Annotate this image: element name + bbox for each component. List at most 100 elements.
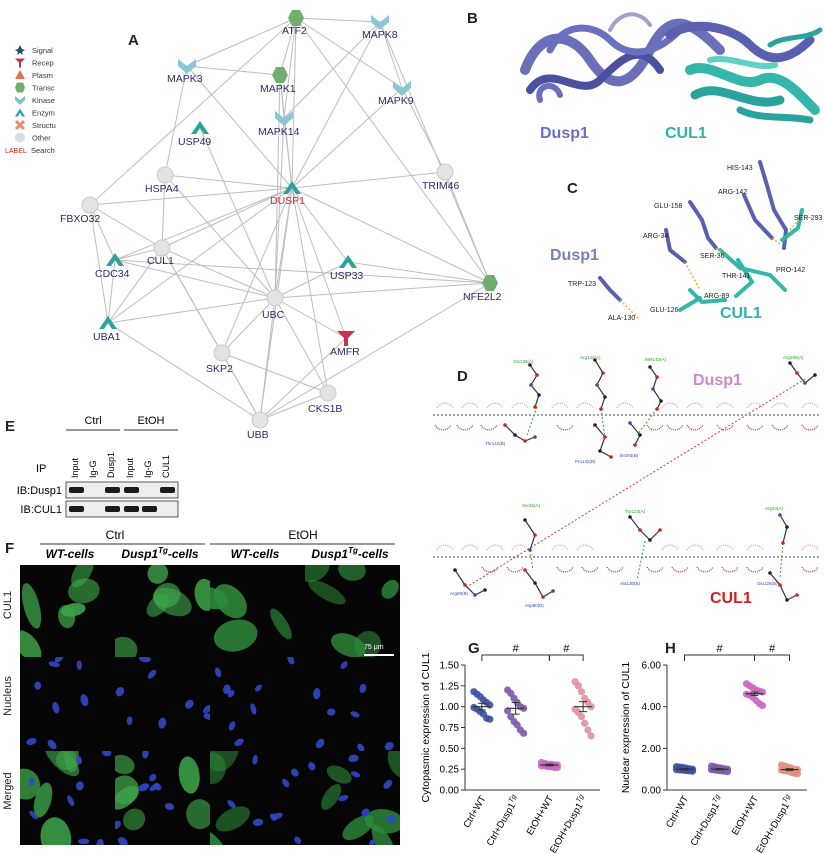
significance-mark: # [716,643,723,655]
network-node-label: UBB [247,429,269,441]
node-arch-icon [106,253,124,266]
hydrophobic-arc [661,544,679,551]
cell-body [387,751,400,778]
nucleus-spot [77,838,90,845]
network-edge [114,259,491,284]
node-circle-icon [436,163,454,181]
panel-a-letter: A [128,32,139,49]
x-tick-base: Ctrl+WT [664,794,691,830]
network-edge [199,127,276,299]
x-tick-base: Ctrl+Dusp1 [485,801,518,848]
ligplot-atom [813,373,817,377]
nucleus-spot [138,783,150,792]
cell-body [123,808,146,831]
cell-body [326,765,352,784]
network-node-cul1: CUL1 [147,239,174,267]
network-edge [444,171,491,284]
hydrophobic-arc [456,424,474,431]
hydrophobic-arc [746,424,764,431]
nucleus-spot [203,713,210,721]
network-edge [107,322,261,421]
hydrophobic-arc [576,544,594,551]
nucleus-spot [28,777,35,786]
network-node-usp33: USP33 [330,255,363,282]
hydrophobic-arc [461,544,479,551]
ligplot-atom [603,395,607,399]
network-edge [107,187,293,324]
network-node-mapk1: MAPK1 [260,67,296,95]
network-edge [89,204,116,261]
nucleus-spot [228,721,236,731]
nucleus-spot [214,667,222,678]
ligplot-residue: Asp90(B) [525,603,544,608]
cell-body [71,565,94,588]
node-circle-icon [153,239,171,257]
ligplot-atom [523,439,527,443]
ligplot-atom [633,443,637,447]
micro-col-label: WT-cells [46,547,95,561]
micrograph-grid [20,565,401,846]
network-node-mapk3: MAPK3 [167,59,203,85]
network-node-label: MAPK1 [260,83,296,95]
nucleus-spot [102,751,112,757]
ligplot-atom [541,595,545,599]
residue-label: GLU-158 [654,203,683,210]
network-edge [279,17,297,76]
micrograph-cul1-2 [115,565,211,658]
ligplot-atom [803,381,807,385]
hydrophobic-arc [556,424,574,431]
data-point [581,719,589,727]
ligplot-residue: Arg34(A) [765,506,784,511]
ligplot-atom [768,571,772,575]
residue-label: ARG-89 [704,293,729,300]
chart-h: 0.00 2.00 4.00 6.00 Nuclear expression of CU… [620,643,807,853]
micro-row-cul1: CUL1 [2,590,14,620]
network-edge [291,187,329,394]
nucleus-spot [54,657,64,663]
hydrophobic-arc [581,566,599,573]
network-node-label: DUSP1 [270,195,305,207]
cell-body [178,756,200,794]
node-hexagon-icon [272,67,288,83]
legend-label: Kinase [32,96,55,105]
residue-label: SER-293 [794,215,823,222]
blot-lane-label: Input [70,457,80,478]
x-tick-sup: Tg [782,793,792,804]
ligplot-residue: Met143(A) [645,357,667,362]
node-hexagon-icon [288,10,304,26]
ligplot-residue: Thr141(B) [485,441,506,446]
micrograph-merged-1 [20,751,116,846]
ligplot-atom [533,533,537,537]
ligplot-atom [528,363,532,367]
node-arch-icon [283,181,301,194]
cell-body [147,565,169,584]
nucleus-spot [227,799,236,809]
ligplot-atom [537,393,541,397]
hydrophobic-arc [746,566,764,573]
ligplot-atom [655,407,659,411]
receptor-icon [15,58,25,68]
node-hexagon-icon [482,275,498,291]
ligplot-atom [788,361,792,365]
nucleus-spot [149,774,157,782]
x-tick-label: Ctrl+Dusp1Tg [484,793,522,848]
blot-group-etoh: EtOH [138,415,165,427]
hydrophobic-arc [551,402,569,409]
network-node-label: CKS1B [308,403,342,415]
network-edge [221,352,261,421]
hydrophobic-arc [486,544,504,551]
ligplot-atom [533,581,537,585]
legend-svg: Signal Recep Plasm Transc Kinase Enzym Structu… [5,45,56,155]
network-node-ubc: UBC [262,289,285,321]
panel-g-letter: G [468,640,480,657]
network-edge [259,282,491,421]
data-point [587,732,595,740]
scale-bar [364,654,394,656]
micrograph-headers: Ctrl EtOH WT-cells Dusp1Tg-cells WT-cell… [40,528,395,561]
significance-bracket [754,654,790,661]
network-edge [379,21,403,89]
node-circle-icon [81,196,99,214]
micro-row-merged: Merged [2,772,14,810]
cell-body [210,752,226,785]
ligplot-atom [513,433,517,437]
